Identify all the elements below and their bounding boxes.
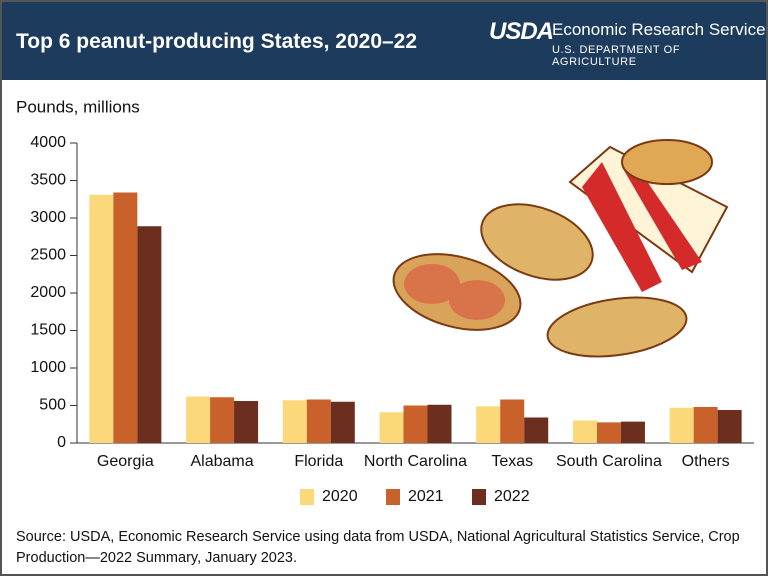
x-tick-label: Texas xyxy=(491,453,533,470)
x-tick-label: Florida xyxy=(294,453,343,470)
bar xyxy=(234,401,259,443)
y-axis-label: Pounds, millions xyxy=(16,97,140,116)
agency: Economic Research Service xyxy=(552,20,766,39)
bar xyxy=(669,407,694,443)
bar xyxy=(113,192,138,443)
bar xyxy=(89,194,114,443)
y-tick-label: 500 xyxy=(39,397,66,414)
legend-label: 2020 xyxy=(322,488,358,505)
bar xyxy=(210,397,235,443)
bar xyxy=(693,407,718,443)
y-tick-label: 0 xyxy=(57,434,66,451)
y-tick-label: 2500 xyxy=(30,247,66,264)
y-tick-label: 1500 xyxy=(30,322,66,339)
bar xyxy=(306,399,331,443)
legend-label: 2022 xyxy=(494,488,530,505)
bar xyxy=(282,400,307,443)
bar xyxy=(500,399,525,443)
x-tick-label: Alabama xyxy=(190,453,253,470)
legend-swatch xyxy=(472,489,486,505)
bar xyxy=(596,422,621,443)
bar xyxy=(330,401,355,443)
chart-title: Top 6 peanut-producing States, 2020–22 xyxy=(16,30,418,53)
y-tick-label: 2000 xyxy=(30,284,66,301)
legend-swatch xyxy=(300,489,314,505)
bar xyxy=(572,420,597,443)
x-tick-label: South Carolina xyxy=(556,453,662,470)
illustration xyxy=(392,139,729,358)
department: U.S. DEPARTMENT OF AGRICULTURE xyxy=(552,44,681,68)
header: Top 6 peanut-producing States, 2020–22 U… xyxy=(2,2,766,80)
bar xyxy=(476,406,501,443)
y-tick-label: 3500 xyxy=(30,172,66,189)
y-tick-label: 1000 xyxy=(30,359,66,376)
bar xyxy=(620,421,645,443)
y-tick-label: 3000 xyxy=(30,209,66,226)
legend-swatch xyxy=(386,489,400,505)
chart: Pounds, millions 0 500 1000 1500 2000 2500 300… xyxy=(16,97,754,505)
logo: USDA xyxy=(489,18,554,45)
legend-label: 2021 xyxy=(408,488,444,505)
bar xyxy=(137,226,162,443)
bar xyxy=(186,396,211,443)
bar xyxy=(379,412,404,443)
x-tick-label: Georgia xyxy=(97,453,154,470)
bar xyxy=(524,417,549,443)
bar xyxy=(427,404,452,443)
source-note: Source: USDA, Economic Research Service … xyxy=(16,529,740,566)
y-tick-label: 4000 xyxy=(30,134,66,151)
bar xyxy=(403,405,428,443)
bar xyxy=(717,410,742,443)
x-tick-label: Others xyxy=(682,453,730,470)
x-tick-label: North Carolina xyxy=(364,453,467,470)
